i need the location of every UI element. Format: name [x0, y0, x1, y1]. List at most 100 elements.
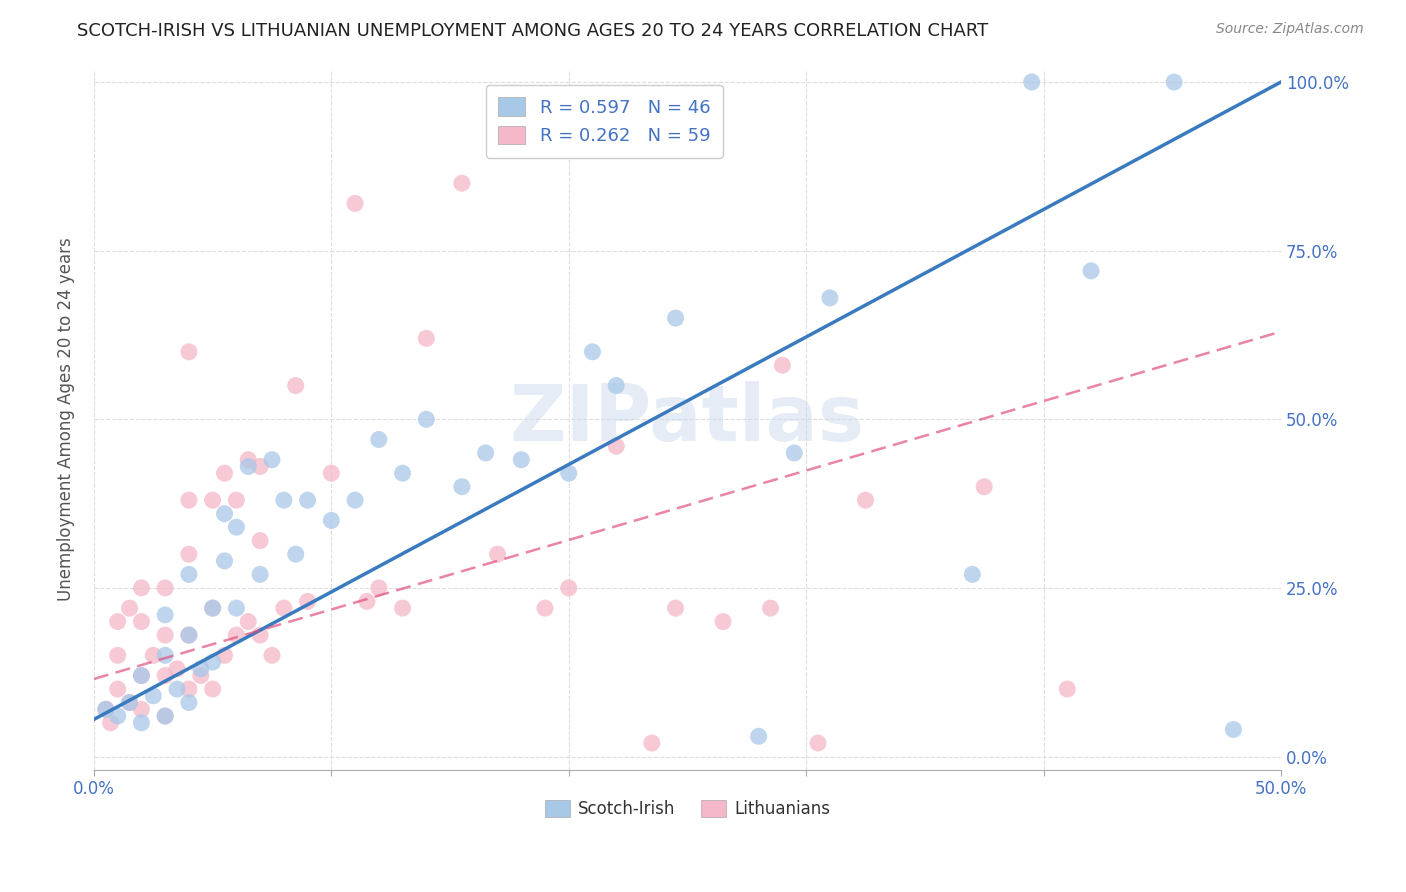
Point	[1021, 75, 1043, 89]
Point	[190, 668, 212, 682]
Point	[131, 715, 153, 730]
Point	[367, 433, 389, 447]
Point	[664, 311, 686, 326]
Point	[190, 662, 212, 676]
Point	[153, 709, 176, 723]
Point	[260, 648, 283, 663]
Point	[153, 628, 176, 642]
Point	[344, 196, 367, 211]
Point	[273, 493, 295, 508]
Legend: Scotch-Irish, Lithuanians: Scotch-Irish, Lithuanians	[538, 793, 837, 825]
Point	[131, 615, 153, 629]
Point	[415, 331, 437, 345]
Point	[131, 668, 153, 682]
Point	[1056, 681, 1078, 696]
Point	[249, 567, 271, 582]
Point	[807, 736, 830, 750]
Point	[238, 452, 260, 467]
Point	[249, 533, 271, 548]
Point	[260, 452, 283, 467]
Point	[770, 359, 793, 373]
Point	[201, 601, 224, 615]
Point	[107, 709, 129, 723]
Point	[1080, 264, 1102, 278]
Point	[711, 615, 734, 629]
Point	[166, 681, 188, 696]
Point	[225, 601, 247, 615]
Point	[415, 412, 437, 426]
Point	[153, 607, 176, 622]
Point	[367, 581, 389, 595]
Point	[534, 601, 557, 615]
Point	[321, 467, 343, 481]
Point	[177, 681, 200, 696]
Text: Source: ZipAtlas.com: Source: ZipAtlas.com	[1216, 22, 1364, 37]
Point	[356, 594, 378, 608]
Point	[118, 601, 141, 615]
Point	[391, 467, 413, 481]
Point	[177, 344, 200, 359]
Point	[107, 615, 129, 629]
Point	[94, 702, 117, 716]
Text: ZIPatlas: ZIPatlas	[510, 381, 865, 458]
Point	[177, 628, 200, 642]
Point	[94, 702, 117, 716]
Point	[783, 446, 806, 460]
Point	[177, 567, 200, 582]
Point	[510, 452, 533, 467]
Point	[177, 547, 200, 561]
Point	[166, 662, 188, 676]
Y-axis label: Unemployment Among Ages 20 to 24 years: Unemployment Among Ages 20 to 24 years	[58, 237, 75, 601]
Point	[748, 729, 770, 743]
Point	[249, 459, 271, 474]
Point	[818, 291, 841, 305]
Point	[118, 696, 141, 710]
Point	[107, 648, 129, 663]
Point	[474, 446, 496, 460]
Point	[558, 467, 581, 481]
Point	[142, 648, 165, 663]
Point	[201, 601, 224, 615]
Point	[131, 702, 153, 716]
Point	[214, 467, 236, 481]
Point	[153, 709, 176, 723]
Point	[1163, 75, 1185, 89]
Point	[855, 493, 877, 508]
Point	[118, 696, 141, 710]
Point	[225, 520, 247, 534]
Point	[284, 378, 307, 392]
Point	[641, 736, 664, 750]
Point	[581, 344, 603, 359]
Point	[973, 480, 995, 494]
Point	[759, 601, 782, 615]
Point	[107, 681, 129, 696]
Point	[177, 628, 200, 642]
Point	[284, 547, 307, 561]
Point	[486, 547, 509, 561]
Point	[297, 594, 319, 608]
Point	[391, 601, 413, 615]
Point	[177, 696, 200, 710]
Point	[214, 648, 236, 663]
Point	[273, 601, 295, 615]
Point	[201, 493, 224, 508]
Point	[201, 681, 224, 696]
Point	[142, 689, 165, 703]
Point	[558, 581, 581, 595]
Point	[344, 493, 367, 508]
Point	[214, 554, 236, 568]
Point	[238, 615, 260, 629]
Point	[225, 493, 247, 508]
Point	[605, 439, 627, 453]
Point	[153, 668, 176, 682]
Point	[238, 459, 260, 474]
Point	[664, 601, 686, 615]
Point	[131, 668, 153, 682]
Point	[201, 655, 224, 669]
Point	[297, 493, 319, 508]
Point	[131, 581, 153, 595]
Point	[1222, 723, 1244, 737]
Point	[605, 378, 627, 392]
Point	[225, 628, 247, 642]
Point	[153, 648, 176, 663]
